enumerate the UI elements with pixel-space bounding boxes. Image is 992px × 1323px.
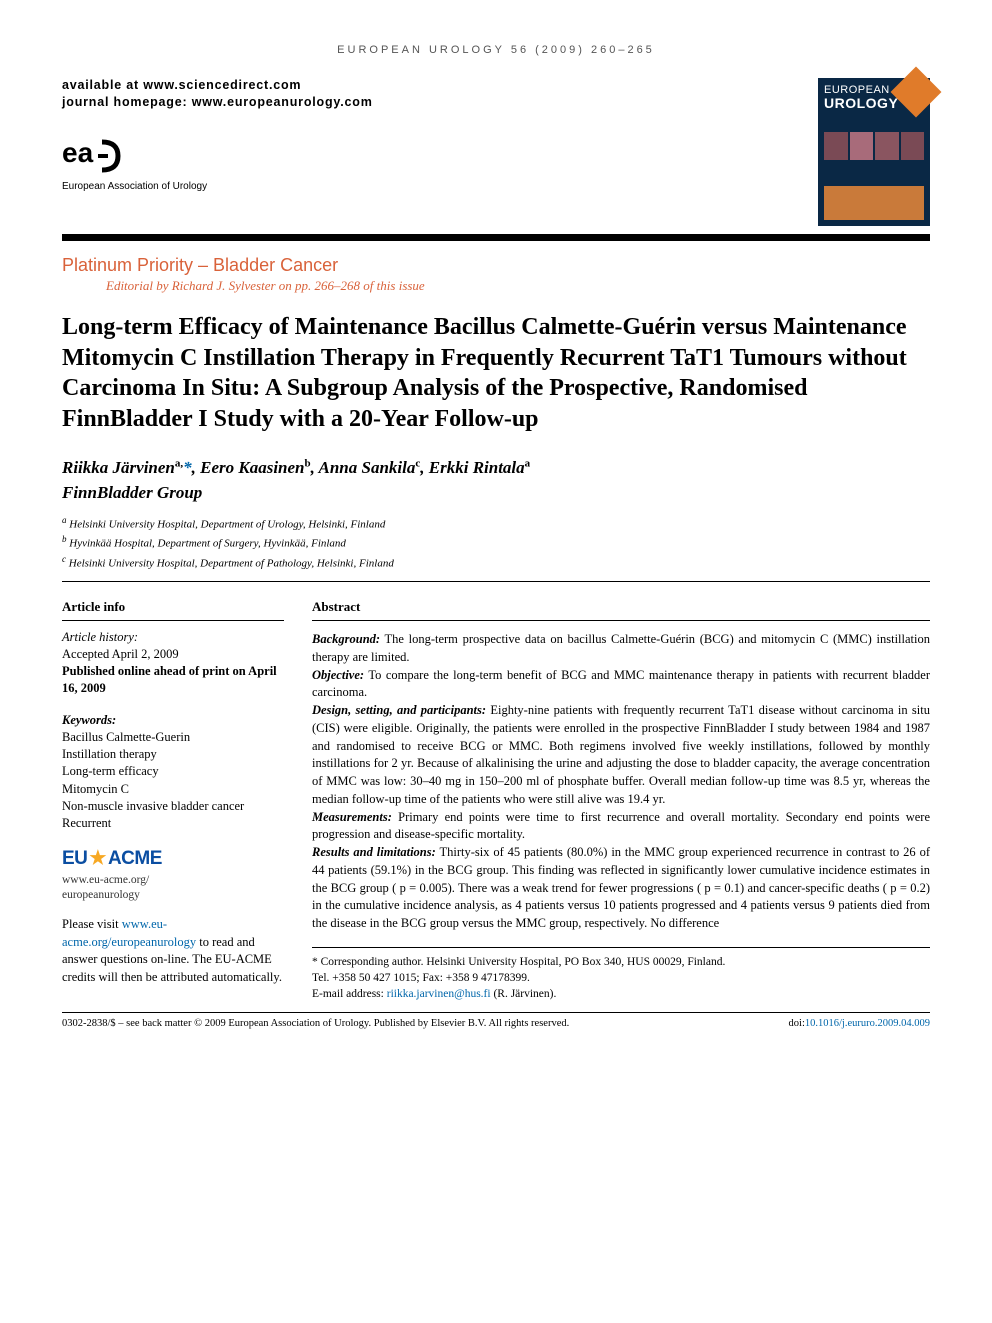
history-published: Published online ahead of print on April… bbox=[62, 663, 284, 698]
affiliations: a Helsinki University Hospital, Departme… bbox=[62, 514, 930, 582]
availability-line: available at www.sciencedirect.com bbox=[62, 78, 818, 92]
cover-image-strip bbox=[824, 132, 924, 160]
author-group: FinnBladder Group bbox=[62, 483, 202, 502]
copyright-text: 0302-2838/$ – see back matter © 2009 Eur… bbox=[62, 1018, 569, 1029]
abstract-column: Abstract Background: The long-term prosp… bbox=[312, 598, 930, 1002]
eu-acme-logo: EU★ACME bbox=[62, 846, 284, 872]
eau-logo: ea bbox=[62, 135, 818, 177]
doi-link[interactable]: 10.1016/j.eururo.2009.04.009 bbox=[805, 1018, 930, 1029]
journal-cover-thumbnail: EUROPEAN UROLOGY bbox=[818, 78, 930, 226]
acme-note: Please visit www.eu-acme.org/europeanuro… bbox=[62, 916, 284, 986]
keyword: Mitomycin C bbox=[62, 781, 284, 798]
history-label: Article history: bbox=[62, 629, 284, 646]
editorial-note: Editorial by Richard J. Sylvester on pp.… bbox=[106, 278, 930, 294]
article-body-columns: Article info Article history: Accepted A… bbox=[62, 598, 930, 1002]
acme-url-1: www.eu-acme.org/ bbox=[62, 873, 284, 889]
section-label: Platinum Priority – Bladder Cancer bbox=[62, 255, 930, 276]
running-head: EUROPEAN UROLOGY 56 (2009) 260–265 bbox=[62, 44, 930, 56]
star-icon: ★ bbox=[89, 848, 106, 869]
abstract-heading: Abstract bbox=[312, 598, 930, 621]
masthead-left: available at www.sciencedirect.com journ… bbox=[62, 78, 818, 192]
corr-line2: Tel. +358 50 427 1015; Fax: +358 9 47178… bbox=[312, 970, 930, 986]
measurements-text: Primary end points were time to first re… bbox=[312, 810, 930, 842]
affiliation-c: c Helsinki University Hospital, Departme… bbox=[62, 553, 930, 573]
keywords-label: Keywords: bbox=[62, 712, 284, 729]
background-text: The long-term prospective data on bacill… bbox=[312, 632, 930, 664]
abstract-body: Background: The long-term prospective da… bbox=[312, 631, 930, 933]
article-info-heading: Article info bbox=[62, 598, 284, 621]
keyword: Bacillus Calmette-Guerin bbox=[62, 729, 284, 746]
design-text: Eighty-nine patients with frequently rec… bbox=[312, 703, 930, 806]
history-accepted: Accepted April 2, 2009 bbox=[62, 646, 284, 663]
homepage-line: journal homepage: www.europeanurology.co… bbox=[62, 95, 818, 109]
background-label: Background: bbox=[312, 632, 380, 646]
measurements-label: Measurements: bbox=[312, 810, 392, 824]
eau-logo-icon: ea bbox=[62, 135, 124, 177]
objective-label: Objective: bbox=[312, 668, 364, 682]
journal-article-page: EUROPEAN UROLOGY 56 (2009) 260–265 avail… bbox=[0, 0, 992, 1059]
corresponding-author: * Corresponding author. Helsinki Univers… bbox=[312, 947, 930, 1002]
acme-text: ACME bbox=[108, 848, 162, 869]
svg-text:ea: ea bbox=[62, 137, 94, 168]
results-label: Results and limitations: bbox=[312, 845, 436, 859]
keyword: Long-term efficacy bbox=[62, 763, 284, 780]
design-label: Design, setting, and participants: bbox=[312, 703, 486, 717]
keyword: Non-muscle invasive bladder cancer bbox=[62, 798, 284, 815]
article-title: Long-term Efficacy of Maintenance Bacill… bbox=[62, 312, 930, 435]
page-footer: 0302-2838/$ – see back matter © 2009 Eur… bbox=[62, 1012, 930, 1029]
affiliation-b: b Hyvinkää Hospital, Department of Surge… bbox=[62, 533, 930, 553]
cover-bottom-block bbox=[824, 186, 924, 220]
corr-line1: * Corresponding author. Helsinki Univers… bbox=[312, 954, 930, 970]
doi-block: doi:10.1016/j.eururo.2009.04.009 bbox=[789, 1018, 930, 1029]
keywords-block: Keywords: Bacillus Calmette-Guerin Insti… bbox=[62, 712, 284, 833]
affiliation-a: a Helsinki University Hospital, Departme… bbox=[62, 514, 930, 534]
keyword: Instillation therapy bbox=[62, 746, 284, 763]
corr-email-link[interactable]: riikka.jarvinen@hus.fi bbox=[387, 988, 491, 1000]
article-info-column: Article info Article history: Accepted A… bbox=[62, 598, 284, 987]
masthead: available at www.sciencedirect.com journ… bbox=[62, 78, 930, 241]
acme-url-2: europeanurology bbox=[62, 888, 284, 904]
keyword: Recurrent bbox=[62, 815, 284, 832]
author-list: Riikka Järvinena,*, Eero Kaasinenb, Anna… bbox=[62, 455, 930, 506]
acme-eu-text: EU bbox=[62, 848, 87, 869]
objective-text: To compare the long-term benefit of BCG … bbox=[312, 668, 930, 700]
society-name: European Association of Urology bbox=[62, 181, 818, 192]
corr-email-line: E-mail address: riikka.jarvinen@hus.fi (… bbox=[312, 986, 930, 1002]
authors-names: Riikka Järvinena,*, Eero Kaasinenb, Anna… bbox=[62, 458, 530, 477]
